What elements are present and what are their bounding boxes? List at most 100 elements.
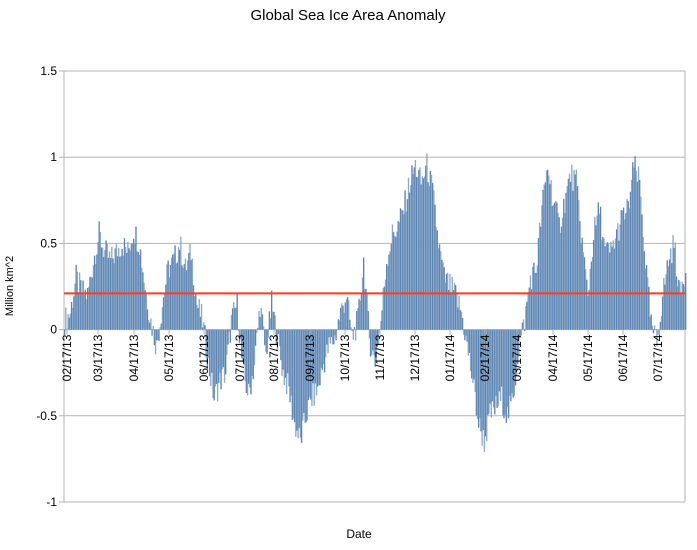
y-tick-label: 1 bbox=[50, 150, 57, 164]
bar bbox=[327, 329, 329, 354]
bar bbox=[432, 182, 434, 330]
bar bbox=[89, 276, 91, 330]
x-tick-label: 09/17/13 bbox=[303, 334, 317, 381]
bar bbox=[77, 292, 80, 330]
bar bbox=[469, 329, 472, 371]
bar bbox=[342, 305, 344, 330]
bar bbox=[76, 271, 78, 330]
bar bbox=[425, 165, 427, 330]
bar bbox=[448, 289, 450, 330]
bar bbox=[123, 238, 126, 330]
bar bbox=[141, 267, 143, 330]
bar bbox=[243, 329, 245, 365]
bar bbox=[215, 329, 218, 385]
bar bbox=[582, 252, 584, 330]
bar bbox=[475, 329, 478, 416]
bar bbox=[341, 303, 343, 330]
bar bbox=[245, 329, 248, 393]
bar bbox=[72, 307, 74, 330]
bar bbox=[397, 221, 399, 330]
bar bbox=[193, 295, 196, 330]
bar bbox=[522, 319, 525, 330]
bar bbox=[418, 169, 420, 330]
bar bbox=[153, 329, 156, 346]
bar bbox=[426, 153, 428, 330]
bar bbox=[70, 301, 73, 330]
bar bbox=[96, 254, 98, 330]
y-tick-label: 0.5 bbox=[40, 236, 57, 250]
bar bbox=[291, 329, 294, 421]
bar bbox=[92, 265, 95, 330]
bar bbox=[225, 329, 227, 375]
bar bbox=[307, 329, 310, 401]
bar bbox=[507, 329, 510, 419]
bar bbox=[548, 175, 550, 330]
bar bbox=[352, 329, 354, 340]
bar bbox=[152, 326, 154, 330]
bar bbox=[633, 167, 635, 330]
x-tick-label: 02/17/13 bbox=[60, 334, 74, 381]
bar bbox=[525, 306, 527, 330]
bar bbox=[357, 308, 359, 330]
bar bbox=[474, 329, 476, 392]
bar bbox=[460, 311, 463, 330]
bar bbox=[443, 267, 445, 330]
bar bbox=[75, 264, 77, 330]
bar bbox=[69, 313, 72, 330]
bar bbox=[513, 329, 515, 397]
x-axis-ticks: 02/17/13 03/17/13 04/17/13 05/17/13 06/17/13… bbox=[60, 329, 665, 381]
bar bbox=[226, 329, 228, 355]
bar bbox=[210, 329, 212, 386]
bar bbox=[394, 235, 396, 330]
bar bbox=[463, 329, 465, 335]
bar bbox=[478, 329, 480, 428]
bar bbox=[673, 247, 675, 330]
bar bbox=[300, 329, 303, 443]
bar bbox=[492, 329, 495, 408]
bar bbox=[457, 307, 459, 330]
bar bbox=[211, 329, 213, 373]
bar bbox=[204, 325, 206, 330]
bar bbox=[271, 290, 273, 330]
bar bbox=[575, 169, 578, 330]
bar bbox=[199, 316, 202, 330]
bar bbox=[317, 329, 319, 387]
bar bbox=[266, 329, 268, 354]
bar bbox=[410, 185, 412, 330]
bar bbox=[550, 180, 552, 330]
bar bbox=[534, 272, 536, 330]
bar bbox=[607, 243, 610, 330]
bar bbox=[85, 299, 88, 330]
bar bbox=[396, 231, 398, 330]
bar bbox=[483, 329, 486, 452]
bar bbox=[187, 260, 189, 330]
bar bbox=[135, 226, 137, 330]
bar bbox=[520, 329, 522, 336]
bar bbox=[441, 259, 443, 330]
bar bbox=[256, 329, 258, 334]
bar bbox=[491, 329, 494, 402]
bar bbox=[407, 177, 410, 330]
bar bbox=[160, 323, 162, 330]
bar bbox=[287, 329, 289, 374]
bar bbox=[229, 329, 231, 343]
bar bbox=[438, 244, 441, 330]
bar bbox=[597, 202, 599, 330]
bar bbox=[674, 242, 676, 330]
y-axis-label: Million km^2 bbox=[4, 256, 16, 316]
bar bbox=[446, 272, 449, 330]
bar bbox=[272, 311, 274, 330]
bar bbox=[345, 299, 348, 330]
bar bbox=[285, 329, 288, 395]
bar bbox=[605, 244, 607, 330]
bar bbox=[580, 242, 582, 330]
bar bbox=[121, 248, 123, 330]
bar bbox=[384, 279, 387, 330]
bar bbox=[603, 238, 605, 330]
bar bbox=[91, 277, 93, 330]
bar bbox=[658, 329, 660, 335]
bar bbox=[196, 304, 198, 330]
bar bbox=[427, 182, 429, 330]
bar bbox=[653, 325, 656, 330]
bar bbox=[616, 229, 618, 330]
